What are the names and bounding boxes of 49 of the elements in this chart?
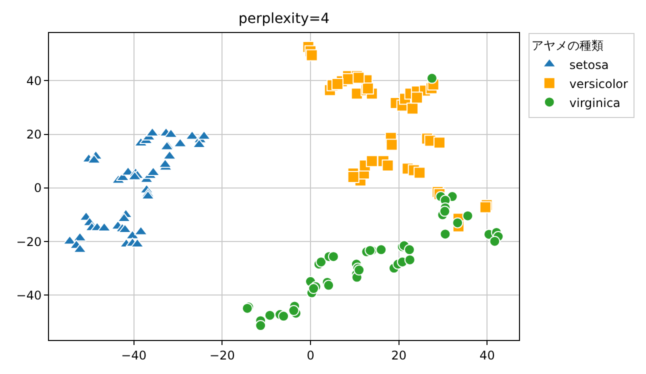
point [118,224,132,234]
point [87,154,101,164]
point [426,72,438,84]
x-tick-label: 40 [480,348,495,362]
point [306,49,318,62]
point [278,310,290,322]
y-tick-label: 0 [34,181,42,196]
y-tick-label: 20 [26,128,42,142]
y-tick-label: 40 [26,74,42,88]
point [404,244,415,256]
x-tick-label: −40 [121,348,146,362]
x-tick-label: −20 [209,348,235,362]
point [440,228,451,240]
point [406,102,419,115]
point [439,206,450,217]
point [489,236,500,247]
point [382,159,394,172]
point [462,210,474,222]
point [331,78,344,90]
point [134,226,148,236]
legend-label: setosa [569,58,609,72]
x-tick-label: 20 [391,348,406,362]
point [141,190,155,200]
point [404,254,416,266]
point [162,150,176,160]
point [376,244,387,256]
point [410,92,423,104]
point [347,170,360,183]
point [328,251,339,262]
point [264,310,276,321]
point [316,256,327,268]
point [452,217,464,228]
point [288,305,300,316]
point [146,127,160,137]
point [366,155,378,168]
y-tick-label: −20 [16,234,42,249]
point [255,320,266,332]
point [386,138,398,151]
point [323,280,334,291]
x-tick-label: 0 [306,348,314,362]
legend-label: versicolor [569,76,628,91]
point [433,136,446,149]
legend-label: virginica [569,96,620,110]
point [130,238,144,248]
y-tick-label: −40 [16,288,42,302]
point [414,166,426,179]
point [117,212,131,222]
legend-title: アヤメの種類 [531,38,604,53]
chart-title: perplexity=4 [238,10,330,27]
